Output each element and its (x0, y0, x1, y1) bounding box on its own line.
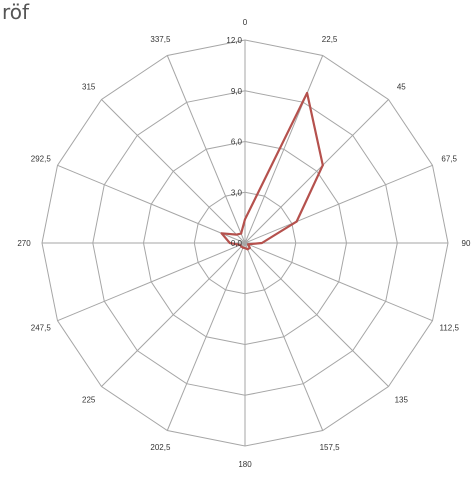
direction-label: 315 (82, 83, 96, 92)
direction-label: 202,5 (150, 443, 171, 452)
series-point (260, 242, 263, 244)
direction-label: 292,5 (31, 154, 52, 163)
grid-spoke (244, 242, 389, 387)
series-point (240, 245, 243, 248)
grid-spoke (244, 55, 324, 244)
direction-label: 225 (82, 395, 96, 404)
radial-tick-label: 9,0 (231, 87, 243, 96)
grid-spoke (57, 242, 246, 322)
direction-label: 270 (17, 239, 31, 248)
grid-spoke (101, 99, 246, 244)
direction-label: 157,5 (320, 443, 341, 452)
series-point (306, 92, 309, 94)
radial-tick-label: 0,0 (231, 239, 243, 248)
grid-spoke (166, 242, 246, 431)
radial-tick-label: 3,0 (231, 188, 243, 197)
series-point (235, 233, 238, 236)
series-point (240, 232, 243, 235)
radial-tick-label: 12,0 (226, 36, 242, 45)
series-line (220, 91, 324, 251)
grid-spoke (244, 242, 433, 322)
grid-spoke (166, 55, 246, 244)
grid-spoke (57, 164, 246, 244)
direction-label: 22,5 (322, 35, 338, 44)
radar-spokes (42, 40, 448, 446)
grid-spoke (101, 242, 246, 387)
direction-label: 67,5 (441, 154, 457, 163)
series-point (244, 247, 246, 250)
grid-spoke (244, 242, 324, 431)
series-point (321, 164, 324, 167)
grid-spoke (244, 164, 433, 244)
series-point (247, 243, 250, 246)
radar-labels: 0 22,5 45 67,5 90 112,5 135 157,5 180 202,5 225 247… (17, 18, 471, 469)
series-point (295, 220, 298, 223)
radar-series (220, 91, 324, 251)
direction-label: 112,5 (439, 324, 459, 333)
direction-label: 90 (462, 239, 471, 248)
grid-spoke (244, 99, 389, 244)
direction-label: 180 (238, 460, 252, 469)
series-point (239, 243, 242, 246)
direction-label: 0 (243, 18, 248, 27)
direction-label: 337,5 (150, 35, 171, 44)
series-point (244, 218, 246, 221)
radial-tick-label: 6,0 (231, 138, 243, 147)
direction-label: 45 (397, 83, 406, 92)
series-point (228, 242, 231, 244)
series-point (242, 246, 245, 249)
series-point (246, 248, 249, 251)
direction-label: 135 (395, 395, 409, 404)
direction-label: 247,5 (31, 324, 52, 333)
page-label: röf (2, 0, 30, 24)
series-point (220, 232, 223, 235)
series-point (248, 246, 251, 249)
